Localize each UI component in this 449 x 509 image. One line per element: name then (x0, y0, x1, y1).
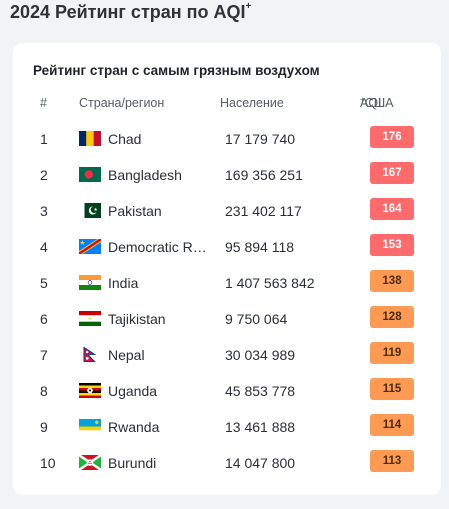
population-cell: 13 461 888 (225, 419, 296, 435)
country-link[interactable]: Tajikistan (108, 311, 166, 327)
table-row[interactable]: 2 Bangladesh 169 356 251 167 (13, 159, 441, 195)
drc-flag-icon (79, 239, 101, 254)
country-link[interactable]: India (108, 275, 139, 291)
rank-cell: 8 (40, 383, 48, 399)
table-row[interactable]: 1 Chad 17 179 740 176 (13, 123, 441, 159)
aqi-badge: 153 (370, 234, 414, 256)
header-country: Страна/регион (79, 96, 165, 110)
population-cell: 95 894 118 (225, 239, 295, 255)
burundi-flag-icon (79, 455, 101, 470)
table-row[interactable]: 5 India 1 407 563 842 138 (13, 267, 441, 303)
rank-cell: 2 (40, 167, 48, 183)
header-aqi-superscript: + (360, 95, 365, 104)
rank-cell: 6 (40, 311, 48, 327)
rank-cell: 9 (40, 419, 48, 435)
header-rank: # (40, 96, 47, 110)
page-title: 2024 Рейтинг стран по AQI+ (10, 1, 252, 23)
table-row[interactable]: 7 Nepal 30 034 989 119 (13, 339, 441, 375)
rank-cell: 7 (40, 347, 48, 363)
nepal-flag-icon (79, 347, 101, 362)
page-title-superscript: + (245, 1, 252, 12)
population-cell: 17 179 740 (225, 131, 296, 147)
table-row[interactable]: 8 Uganda 45 853 778 115 (13, 375, 441, 411)
country-link[interactable]: Pakistan (108, 203, 162, 219)
country-link[interactable]: Democratic Rep... (108, 239, 214, 255)
aqi-badge: 167 (370, 162, 414, 184)
tajikistan-flag-icon (79, 311, 101, 326)
aqi-badge: 128 (370, 306, 414, 328)
rwanda-flag-icon (79, 419, 101, 434)
header-aqi-label: AQI (360, 96, 382, 110)
uganda-flag-icon (79, 383, 101, 398)
aqi-badge: 138 (370, 270, 414, 292)
population-cell: 14 047 800 (225, 455, 296, 471)
aqi-badge: 164 (370, 198, 414, 220)
rank-cell: 1 (40, 131, 48, 147)
aqi-badge: 113 (370, 450, 414, 472)
population-cell: 9 750 064 (225, 311, 288, 327)
aqi-badge: 119 (370, 342, 414, 364)
population-cell: 231 402 117 (225, 203, 302, 219)
country-link[interactable]: Nepal (108, 347, 145, 363)
country-link[interactable]: Chad (108, 131, 142, 147)
bangladesh-flag-icon (79, 167, 101, 182)
country-link[interactable]: Bangladesh (108, 167, 182, 183)
table-row[interactable]: 3 Pakistan 231 402 117 164 (13, 195, 441, 231)
population-cell: 45 853 778 (225, 383, 296, 399)
rank-cell: 4 (40, 239, 48, 255)
card-title: Рейтинг стран с самым грязным воздухом (33, 63, 320, 78)
table-header: # Страна/регион Население AQI + США (13, 95, 441, 116)
table-row[interactable]: 4 Democratic Rep... 95 894 118 153 (13, 231, 441, 267)
population-cell: 1 407 563 842 (225, 275, 315, 291)
table-row[interactable]: 10 Burundi 14 047 800 113 (13, 447, 441, 483)
aqi-badge: 115 (370, 378, 414, 400)
table-row[interactable]: 6 Tajikistan 9 750 064 128 (13, 303, 441, 339)
table-row[interactable]: 9 Rwanda 13 461 888 114 (13, 411, 441, 447)
rank-cell: 10 (40, 455, 56, 471)
rank-cell: 3 (40, 203, 48, 219)
population-cell: 30 034 989 (225, 347, 296, 363)
ranking-card: Рейтинг стран с самым грязным воздухом #… (13, 43, 441, 495)
header-population: Население (220, 96, 284, 110)
aqi-badge: 114 (370, 414, 414, 436)
country-link[interactable]: Uganda (108, 383, 158, 399)
india-flag-icon (79, 275, 101, 290)
pakistan-flag-icon (79, 203, 101, 218)
country-link[interactable]: Rwanda (108, 419, 160, 435)
page-title-text: 2024 Рейтинг стран по AQI (10, 2, 246, 22)
header-aqi: AQI + США (360, 95, 394, 111)
aqi-badge: 176 (370, 126, 414, 148)
rank-cell: 5 (40, 275, 48, 291)
header-aqi-suffix: США (364, 96, 394, 110)
country-link[interactable]: Burundi (108, 455, 157, 471)
chad-flag-icon (79, 131, 101, 146)
population-cell: 169 356 251 (225, 167, 303, 183)
